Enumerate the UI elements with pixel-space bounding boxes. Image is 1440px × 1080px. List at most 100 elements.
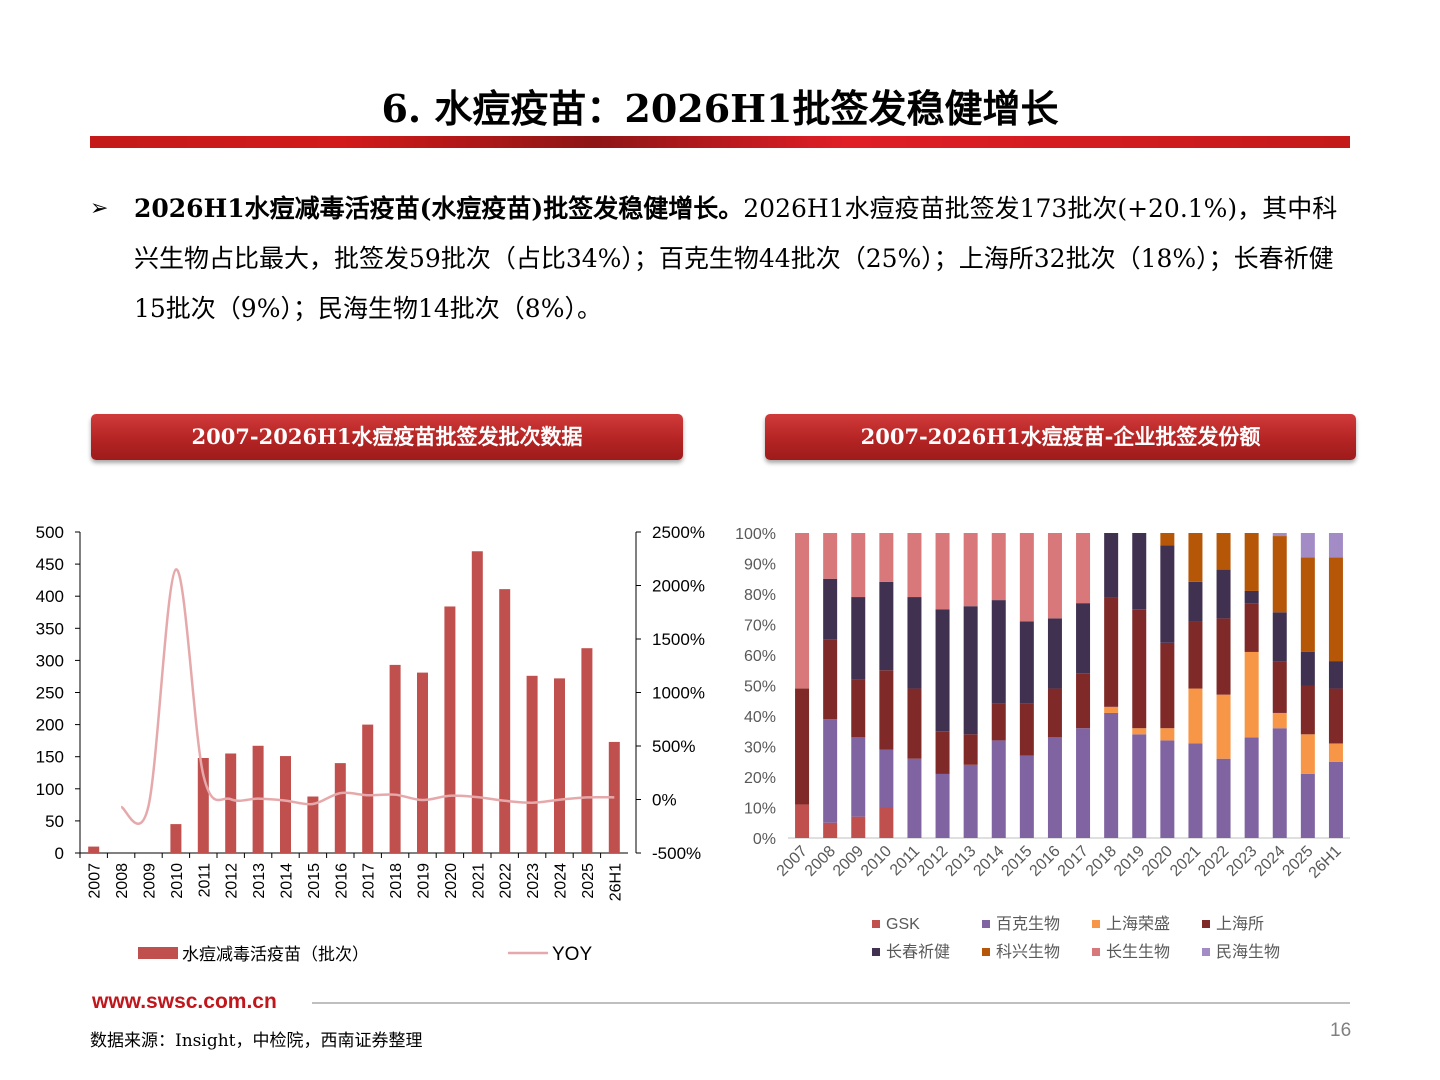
bar-2020: [444, 606, 456, 853]
segment-上海荣盛-2025: [1300, 734, 1315, 774]
y-tick-label: 90%: [744, 557, 776, 574]
segment-长生生物-2016: [1047, 533, 1062, 619]
x-tick-label: 2017: [1055, 843, 1092, 880]
segment-百克生物-2016: [1047, 737, 1062, 838]
x-tick-label: 2012: [914, 843, 951, 880]
bar-2014: [280, 756, 291, 853]
y-tick-label: 40%: [744, 709, 776, 726]
x-tick-label: 2021: [1167, 843, 1204, 880]
y-tick-label: 80%: [744, 587, 776, 604]
segment-百克生物-2009: [851, 737, 866, 817]
x-tick-label: 2024: [1251, 843, 1288, 880]
x-tick-label: 2016: [333, 863, 350, 899]
footer-divider: [312, 1002, 1350, 1004]
segment-长生生物-2013: [963, 533, 978, 607]
segment-百克生物-2021: [1188, 743, 1203, 838]
segment-百克生物-2013: [963, 764, 978, 838]
right-chart-header: 2007-2026H1水痘疫苗-企业批签发份额: [765, 414, 1356, 460]
segment-GSK-2010: [879, 807, 894, 838]
segment-上海荣盛-2023: [1244, 651, 1259, 738]
segment-科兴生物-2022: [1216, 533, 1231, 570]
segment-长春祈健-2016: [1047, 618, 1062, 689]
segment-长生生物-2015: [1019, 533, 1034, 622]
x-tick-label: 2022: [498, 863, 515, 899]
legend-swatch: [1202, 948, 1210, 956]
legend-bar-swatch: [138, 947, 178, 959]
x-tick-label: 2007: [774, 843, 811, 880]
segment-长春祈健-2009: [851, 597, 866, 680]
x-tick-label: 2014: [279, 863, 296, 899]
segment-上海所-2016: [1047, 688, 1062, 738]
segment-百克生物-2008: [823, 719, 838, 823]
x-tick-label: 2007: [87, 863, 104, 899]
segment-百克生物-2019: [1132, 734, 1147, 838]
segment-上海所-2022: [1216, 618, 1231, 695]
bar-2010: [170, 824, 182, 853]
y-tick-label: 300: [36, 651, 64, 670]
x-tick-label: 26H1: [1306, 843, 1345, 882]
x-tick-label: 2013: [251, 863, 268, 899]
segment-百克生物-2022: [1216, 758, 1231, 838]
segment-百克生物-2018: [1104, 712, 1119, 838]
y-tick-label: 60%: [744, 648, 776, 665]
segment-上海所-2007: [795, 688, 810, 805]
segment-长春祈健-2015: [1019, 621, 1034, 704]
x-tick-label: 2021: [470, 863, 487, 899]
y-tick-label: 250: [36, 684, 64, 703]
segment-长春祈健-2023: [1244, 590, 1259, 604]
segment-长春祈健-2010: [879, 581, 894, 671]
x-tick-label: 2017: [361, 863, 378, 899]
segment-百克生物-2023: [1244, 737, 1259, 838]
legend-bar-label: 水痘减毒活疫苗（批次）: [182, 945, 369, 964]
segment-上海所-2013: [963, 734, 978, 765]
segment-百克生物-2017: [1076, 728, 1091, 838]
bar-2011: [197, 757, 209, 853]
segment-长春祈健-2025: [1300, 651, 1315, 686]
segment-百克生物-2025: [1300, 773, 1315, 838]
segment-长春祈健-2017: [1076, 603, 1091, 674]
x-tick-label: 2012: [224, 863, 241, 899]
legend-label: 科兴生物: [996, 943, 1060, 961]
legend-label: 长生生物: [1106, 943, 1170, 961]
x-tick-label: 2008: [114, 863, 131, 899]
bar-2024: [554, 678, 565, 853]
bar-2017: [362, 724, 374, 853]
segment-上海所-2008: [823, 639, 838, 720]
y-tick-label: 150: [36, 748, 64, 767]
y-tick-label: 10%: [744, 801, 776, 818]
segment-百克生物-2020: [1160, 740, 1175, 838]
batch-count-chart: 0 50 100 150 200 250 300 350 400 450 500 -500% 0% 500…: [36, 523, 705, 965]
segment-GSK-2009: [851, 816, 866, 838]
legend-label: 上海所: [1216, 915, 1264, 933]
x-tick-label: 2013: [942, 843, 979, 880]
segment-长春祈健-26H1: [1328, 661, 1343, 689]
footer-url[interactable]: www.swsc.com.cn: [92, 990, 277, 1013]
segment-上海所-26H1: [1328, 688, 1343, 744]
segment-长春祈健-2014: [991, 600, 1006, 704]
x-tick-label: 2022: [1195, 843, 1232, 880]
x-tick-label: 2020: [443, 863, 460, 899]
segment-长生生物-2009: [851, 533, 866, 598]
segment-百克生物-2011: [907, 758, 922, 838]
segment-上海所-2012: [935, 731, 950, 774]
segment-上海所-2024: [1272, 661, 1287, 713]
y2-tick-label: 2500%: [652, 523, 705, 542]
x-tick-label: 2023: [525, 863, 542, 899]
bullet-arrow-icon: ➢: [90, 196, 109, 221]
segment-上海所-2011: [907, 688, 922, 759]
y-tick-label: 0%: [753, 831, 776, 848]
segment-科兴生物-2020: [1160, 533, 1175, 546]
x-tick-label: 2019: [1111, 843, 1148, 880]
summary-bullet: ➢ 2026H1水痘减毒活疫苗(水痘疫苗)批签发稳健增长。2026H1水痘疫苗批…: [90, 184, 1360, 334]
segment-长春祈健-2022: [1216, 569, 1231, 619]
segment-长春祈健-2013: [963, 606, 978, 735]
segment-长春祈健-2008: [823, 578, 838, 640]
y-tick-label: 0: [55, 844, 64, 863]
y2-tick-label: 0%: [652, 791, 677, 810]
segment-GSK-2007: [795, 804, 810, 838]
segment-上海所-2023: [1244, 603, 1259, 652]
segment-上海所-2009: [851, 679, 866, 738]
y-tick-label: 20%: [744, 770, 776, 787]
page-number: 16: [1330, 1020, 1352, 1041]
y2-tick-label: 1500%: [652, 630, 705, 649]
